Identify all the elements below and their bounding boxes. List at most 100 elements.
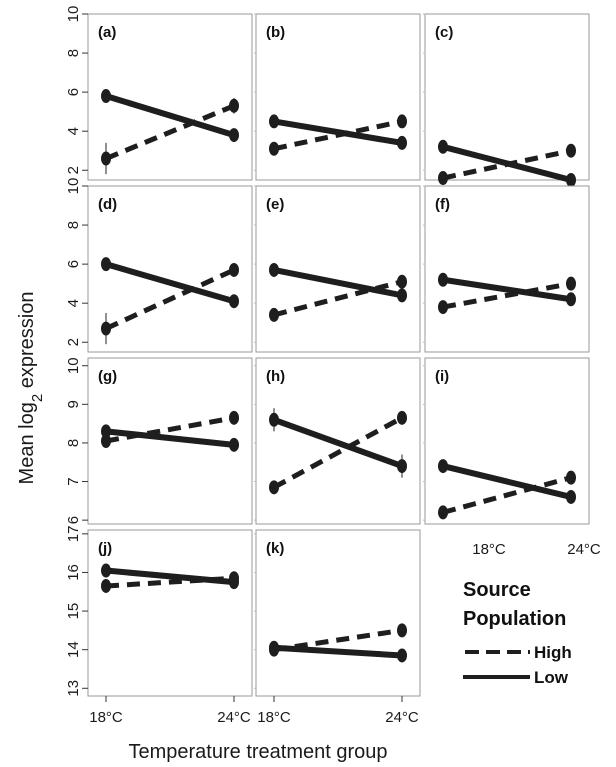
legend-low-label: Low [534, 668, 569, 687]
data-point-high [269, 141, 279, 156]
y-tick-label: 10 [65, 357, 82, 374]
y-tick-label: 10 [65, 178, 82, 195]
x-axis-title: Temperature treatment group [128, 741, 387, 763]
y-tick-label: 16 [65, 564, 82, 581]
series-line-high [273, 279, 403, 318]
y-tick-label: 4 [65, 127, 82, 135]
panel-frame [424, 185, 590, 353]
legend-x-tick-right: 24°C [567, 541, 601, 558]
legend-high-label: High [534, 643, 572, 662]
y-tick-label: 9 [65, 400, 82, 408]
data-point-low [438, 139, 448, 154]
y-tick-label: 7 [65, 477, 82, 485]
data-point-low [438, 459, 448, 474]
data-point-low [101, 424, 111, 439]
series-line-high [442, 475, 572, 515]
panel-frame [424, 13, 590, 181]
y-tick-label: 15 [65, 603, 82, 620]
panel-f: (f) [423, 185, 590, 353]
y-tick-label: 4 [65, 299, 82, 307]
data-point-low [229, 128, 239, 143]
panel-label: (a) [98, 24, 116, 41]
data-point-low [566, 489, 576, 504]
y-tick-label: 17 [65, 526, 82, 543]
panel-frame [255, 13, 421, 181]
y-axis-title-tail: expression [16, 292, 38, 394]
panel-a: 2 4 6 8 10 (a) [65, 6, 253, 181]
panel-label: (i) [435, 368, 449, 385]
series-line-low [105, 261, 235, 305]
series-line-low [105, 93, 235, 138]
data-point-high [101, 434, 111, 448]
data-point-low [229, 294, 239, 309]
data-point-high [101, 321, 111, 336]
panel-label: (g) [98, 368, 117, 385]
series-line-low [273, 118, 403, 146]
x-tick-label: 24°C [217, 709, 251, 726]
y-axis-title: Mean log2 expression [16, 292, 46, 485]
y-axis-title-subscript: 2 [29, 394, 46, 402]
panel-i: (i) [423, 357, 590, 525]
data-point-high [438, 300, 448, 315]
data-point-low [269, 114, 279, 129]
series-line-low [273, 644, 403, 659]
data-point-high [269, 480, 279, 495]
data-point-high [566, 143, 576, 158]
series-line-low [273, 267, 403, 299]
data-point-low [438, 272, 448, 287]
data-point-high [438, 171, 448, 186]
data-point-low [397, 648, 407, 663]
y-tick-label: 8 [65, 439, 82, 447]
data-point-high [229, 98, 239, 113]
data-point-high [397, 410, 407, 425]
panel-k: 18°C 24°C (k) [254, 529, 421, 726]
series-line-low [105, 567, 235, 586]
panel-e: (e) [254, 185, 421, 353]
y-tick-label: 2 [65, 338, 82, 346]
panel-label: (d) [98, 196, 117, 213]
y-tick-label: 6 [65, 260, 82, 268]
x-tick-label: 18°C [89, 709, 123, 726]
data-point-low [397, 135, 407, 150]
data-point-low [397, 459, 407, 474]
panel-frame [255, 529, 421, 697]
series-line-high [272, 415, 404, 490]
panel-label: (h) [266, 368, 285, 385]
series-line-high [105, 415, 235, 444]
y-tick-label: 10 [65, 6, 82, 23]
panel-g: 6 7 8 9 10 (g) [65, 357, 253, 525]
x-tick-label: 18°C [257, 709, 291, 726]
data-point-low [269, 640, 279, 655]
panel-label: (b) [266, 24, 285, 41]
panel-c: (c) [423, 13, 590, 187]
data-point-high [229, 410, 239, 425]
y-tick-label: 6 [65, 516, 82, 524]
data-point-low [269, 412, 279, 427]
data-point-high [397, 623, 407, 638]
data-point-high [229, 262, 239, 277]
data-point-high [438, 505, 448, 520]
series-line-high [105, 103, 235, 161]
series-line-low [442, 276, 572, 303]
y-tick-label: 14 [65, 641, 82, 658]
panels-group: 2 4 6 8 10 (a) (b) (c) 2 4 6 8 10 (d) (e) (f) 6 7 8 9 10 (g) (… [65, 6, 590, 726]
data-point-low [566, 292, 576, 307]
data-point-high [566, 276, 576, 291]
panel-frame [424, 357, 590, 525]
data-point-low [229, 437, 239, 452]
y-tick-label: 8 [65, 49, 82, 57]
data-point-low [269, 262, 279, 277]
legend-title-line2: Population [463, 608, 566, 630]
data-point-low [229, 575, 239, 590]
panel-label: (k) [266, 540, 284, 557]
data-point-low [566, 173, 576, 187]
data-point-low [101, 563, 111, 578]
series-line-high [104, 267, 236, 331]
data-point-high [566, 470, 576, 485]
data-point-high [101, 151, 111, 166]
series-line-low [442, 143, 572, 183]
series-line-low [272, 416, 404, 469]
y-tick-label: 8 [65, 221, 82, 229]
data-point-low [397, 288, 407, 303]
